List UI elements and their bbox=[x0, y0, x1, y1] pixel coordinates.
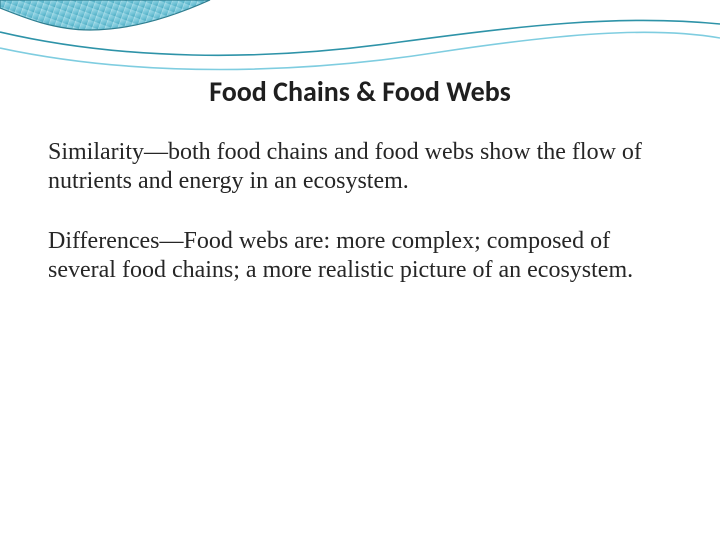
paragraph-similarity: Similarity—both food chains and food web… bbox=[48, 138, 672, 197]
paragraph-differences: Differences—Food webs are: more complex;… bbox=[48, 227, 672, 286]
slide: Food Chains & Food Webs Similarity—both … bbox=[0, 0, 720, 540]
slide-body: Similarity—both food chains and food web… bbox=[48, 138, 672, 315]
slide-title: Food Chains & Food Webs bbox=[0, 74, 720, 109]
